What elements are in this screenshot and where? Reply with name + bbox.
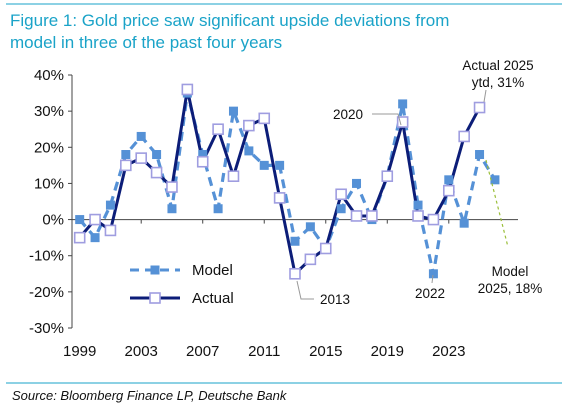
leader [296,280,314,300]
legend-marker [149,292,161,304]
model-marker [475,150,485,160]
model-marker [121,150,131,160]
series-line [78,89,481,277]
model-marker [244,146,254,156]
x-tick-label: 1999 [63,343,96,360]
actual-marker [181,83,194,96]
model-marker [444,175,454,185]
actual-marker [381,170,394,182]
model-marker [428,269,438,279]
model-marker [152,150,162,160]
actual-marker [120,159,132,172]
actual-marker [304,253,317,266]
actual-marker [442,184,455,197]
actual-marker [227,170,240,182]
model-marker [136,131,146,141]
actual-marker [212,123,224,136]
actual-marker [104,224,117,237]
annotation: 2020 [333,107,363,122]
actual-marker [258,112,271,125]
leader [483,89,487,103]
x-tick-label: 2023 [432,343,465,360]
y-tick-label: 20% [34,139,64,156]
model-marker [490,175,500,185]
actual-marker [396,116,409,128]
model-marker [290,236,300,246]
annotation: 2022 [415,286,445,301]
model-marker [228,106,238,116]
legend-label: Actual [192,290,234,307]
actual-marker [89,213,101,226]
model-marker [336,204,346,214]
y-tick-label: 30% [34,103,64,120]
actual-marker [458,130,470,143]
x-tick-label: 2015 [309,343,342,360]
actual-marker [412,210,424,222]
actual-marker [196,155,209,168]
y-tick-label: -10% [29,248,64,265]
y-tick-label: -20% [29,284,64,301]
actual-marker [350,210,363,222]
model-marker [105,200,115,210]
actual-marker [335,188,347,201]
x-tick-label: 2003 [125,343,158,360]
actual-marker [73,231,86,244]
model-marker [305,222,315,232]
model-marker [275,160,285,170]
leader [485,159,509,248]
model-marker [459,218,469,228]
actual-marker [273,192,286,204]
model-marker [213,204,223,214]
annotation: Actual 2025 [462,58,533,73]
leader [372,113,402,126]
x-tick-label: 2011 [248,343,280,360]
source: Source: Bloomberg Finance LP, Deutsche B… [12,388,288,403]
model-marker [90,233,100,243]
annotation: ytd, 31% [472,75,525,90]
actual-marker [243,119,255,132]
model-marker [198,150,208,160]
actual-marker [319,242,332,255]
model-marker [413,200,423,210]
model-marker [167,204,177,214]
annotation: 2013 [320,292,350,307]
actual-marker [427,213,440,226]
annotation: Model [492,264,529,279]
y-tick-label: -30% [29,320,64,337]
chart-title: Figure 1: Gold price saw significant ups… [10,11,449,52]
actual-marker [289,267,301,280]
actual-marker [473,101,486,114]
actual-marker [150,166,163,179]
leader [431,274,434,284]
model-marker [75,215,85,225]
model-marker [398,99,408,109]
actual-marker [366,210,378,222]
series-line [78,92,497,275]
y-tick-label: 10% [34,175,64,192]
annotation: 2025, 18% [478,281,543,296]
actual-marker [135,152,148,164]
x-tick-label: 2019 [371,343,404,360]
y-tick-label: 40% [34,67,64,84]
x-tick-label: 2007 [186,343,219,360]
model-marker [352,178,362,188]
legend-label: Model [192,262,233,279]
model-marker [259,160,269,170]
actual-marker [166,181,178,193]
legend-marker [150,265,160,275]
y-tick-label: 0% [42,212,64,229]
